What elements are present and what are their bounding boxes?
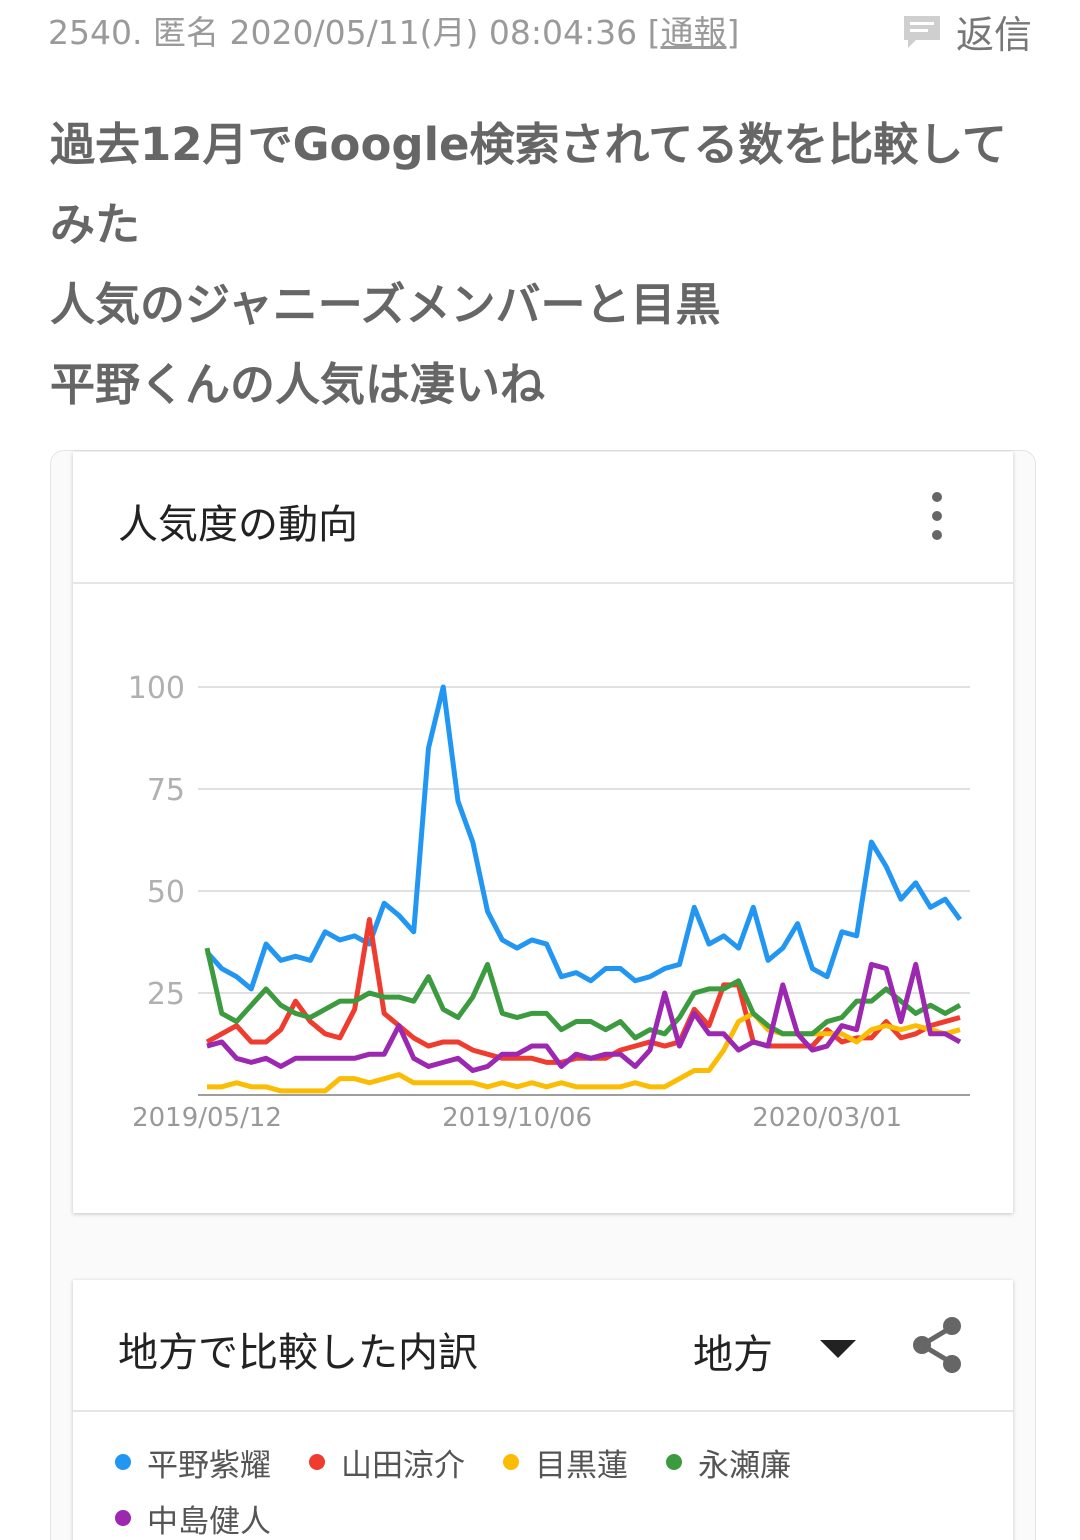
legend-item: 山田涼介	[309, 1440, 465, 1484]
post-body: 過去12月でGoogle検索されてる数を比較してみた人気のジャニーズメンバーと目…	[50, 105, 1040, 425]
legend-item: 平野紫耀	[115, 1440, 271, 1484]
card-header: 地方で比較した内訳 地方	[73, 1280, 1013, 1412]
series-line	[206, 961, 962, 1074]
legend: 平野紫耀 山田涼介 目黒蓮 永瀬廉中島健人	[115, 1440, 875, 1540]
y-tick-label: 100	[128, 671, 185, 706]
legend-dot	[503, 1454, 519, 1470]
legend-dot	[115, 1454, 131, 1470]
legend-item: 目黒蓮	[503, 1440, 628, 1484]
y-tick-label: 25	[147, 977, 185, 1012]
body-line: 平野くんの人気は凄いね	[50, 358, 546, 411]
legend-dot	[309, 1454, 325, 1470]
line-chart: 25 50 75 100 2019/05/12 2019/10/06 2020/03/01	[128, 671, 970, 1133]
post-date: 2020/05/11(月) 08:04:36	[229, 13, 638, 52]
region-dropdown[interactable]: 地方	[693, 1332, 773, 1378]
menu-icon[interactable]	[923, 492, 953, 542]
body-line: 過去12月でGoogle検索されてる数を比較してみた	[50, 118, 1007, 251]
y-tick-label: 50	[147, 875, 185, 910]
legend-label: 山田涼介	[341, 1447, 465, 1484]
legend-item: 永瀬廉	[666, 1440, 791, 1484]
reply-label: 返信	[956, 13, 1033, 57]
card-title: 人気度の動向	[118, 502, 358, 548]
report-link[interactable]: [通報]	[647, 13, 740, 52]
share-icon[interactable]	[908, 1315, 968, 1375]
legend-label: 目黒蓮	[535, 1447, 628, 1484]
post-meta: 2540. 匿名 2020/05/11(月) 08:04:36 [通報]	[48, 6, 739, 54]
trend-card: 人気度の動向 25 50 75 100 2019/05/12 2019/10/06 2020…	[73, 452, 1013, 1213]
card-title: 地方で比較した内訳	[118, 1330, 478, 1376]
series-line	[204, 947, 962, 1041]
post-author: 匿名	[152, 13, 219, 52]
legend-label: 平野紫耀	[147, 1447, 271, 1484]
legend-dot	[666, 1454, 682, 1470]
legend-dot	[115, 1510, 131, 1526]
legend-item: 中島健人	[115, 1496, 271, 1540]
y-tick-label: 75	[147, 773, 185, 808]
x-tick-label: 2020/03/01	[752, 1103, 902, 1133]
dropdown-arrow[interactable]	[818, 1338, 858, 1362]
reply-icon	[904, 15, 940, 48]
series-line	[205, 684, 963, 992]
reply-button[interactable]: 返信	[902, 4, 1032, 59]
x-tick-label: 2019/10/06	[442, 1103, 592, 1133]
body-line: 人気のジャニーズメンバーと目黒	[50, 278, 721, 331]
legend-label: 永瀬廉	[698, 1447, 791, 1484]
legend-label: 中島健人	[147, 1503, 271, 1540]
post-number: 2540.	[48, 13, 143, 52]
x-tick-label: 2019/05/12	[132, 1103, 282, 1133]
region-card: 地方で比較した内訳 地方 平野紫耀 山田涼介 目黒蓮 永瀬廉中島健人	[73, 1280, 1013, 1540]
card-header: 人気度の動向	[73, 452, 1013, 584]
